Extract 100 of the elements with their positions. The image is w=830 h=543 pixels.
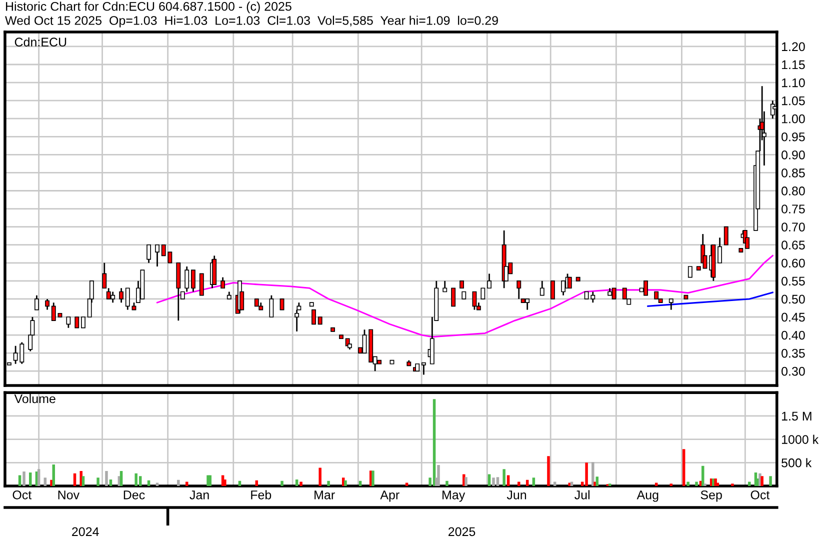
bar — [686, 482, 690, 486]
candlestick — [146, 244, 152, 264]
candlestick — [451, 288, 456, 307]
candlestick — [102, 262, 107, 289]
candlestick — [280, 298, 284, 310]
x2-tick-label: 2024 — [72, 527, 99, 536]
x-tick-label: Nov — [58, 490, 80, 500]
x-tick-label: Apr — [380, 490, 400, 502]
y-tick-label: 0.65 — [782, 240, 805, 250]
y-tick-label: 0.35 — [782, 348, 805, 358]
chart-subtitle: Wed Oct 15 2025 Op=1.03 Hi=1.03 Lo=1.03 Cl=1.03 Vol=5,585 Year hi=1.09 lo=0.29 — [5, 16, 498, 28]
bar — [80, 471, 82, 486]
candlestick — [51, 302, 56, 322]
y-tick-label: 1.00 — [782, 114, 805, 124]
bar — [405, 482, 408, 486]
bar — [105, 471, 108, 486]
bar — [547, 456, 550, 486]
x-tick-label: Feb — [251, 490, 272, 500]
bar — [760, 476, 764, 486]
bar — [318, 468, 322, 486]
y-tick-label: 0.95 — [782, 132, 805, 142]
candlestick — [612, 288, 616, 300]
candlestick — [487, 273, 492, 289]
y-tick-label: 1.15 — [782, 60, 805, 70]
line-series — [647, 292, 774, 307]
y-tick-label: 0.50 — [782, 294, 805, 304]
bar — [300, 482, 302, 486]
bar — [22, 472, 26, 486]
candlestick — [269, 294, 274, 318]
candlestick — [516, 280, 522, 300]
candlestick — [362, 328, 367, 354]
bar — [716, 482, 720, 486]
candlestick — [550, 280, 555, 300]
bar — [280, 480, 284, 486]
x-tick-label: Oct — [12, 490, 32, 500]
candlestick — [184, 266, 190, 292]
y-tick-label: 0.60 — [782, 258, 805, 268]
candlestick — [312, 309, 316, 325]
y-tick-label: 0.45 — [782, 312, 805, 322]
x-tick-label: Dec — [124, 490, 145, 500]
x-tick-label: Jan — [190, 490, 209, 500]
bar — [82, 476, 85, 486]
y-tick-label: 0.30 — [782, 366, 805, 376]
bar — [327, 480, 330, 486]
bar — [156, 482, 159, 486]
y-tick-label: 0.85 — [782, 168, 805, 178]
candlestick — [540, 280, 544, 296]
bar — [526, 480, 529, 486]
y-tick-label: 0.40 — [782, 330, 805, 340]
x-tick-label: Sep — [700, 490, 722, 502]
candlestick — [421, 362, 426, 376]
candlestick — [724, 226, 728, 246]
bar — [464, 477, 468, 486]
x-tick-label: Jul — [574, 490, 590, 500]
bar — [585, 462, 588, 486]
candlestick — [294, 309, 300, 332]
bar — [502, 469, 506, 486]
candlestick — [644, 280, 648, 296]
x-tick-label: Aug — [636, 490, 658, 502]
y-tick-label: 0.70 — [782, 222, 805, 232]
bar — [592, 462, 594, 486]
bar — [37, 469, 40, 486]
candlestick — [74, 316, 80, 328]
candlestick — [190, 269, 196, 292]
y-tick-label: 0.55 — [782, 276, 805, 286]
bar — [532, 478, 536, 486]
bar — [506, 475, 510, 486]
y-tick-label: 0.80 — [782, 186, 805, 196]
candlestick — [66, 316, 71, 329]
bar — [596, 476, 598, 486]
candlestick — [442, 280, 448, 292]
candlestick — [220, 276, 226, 289]
candlestick — [199, 273, 204, 296]
bar — [138, 476, 142, 486]
bar — [437, 464, 440, 486]
bar — [73, 473, 76, 486]
bar — [52, 464, 55, 486]
y-tick-label: 1.05 — [782, 96, 805, 106]
bar — [224, 479, 226, 486]
candlestick — [525, 298, 530, 310]
candlestick — [81, 316, 86, 328]
bar — [96, 478, 100, 486]
y-tick-label: 1000 k — [782, 434, 819, 444]
candlestick — [668, 298, 674, 310]
x-tick-label: Mar — [314, 490, 335, 500]
y-tick-label: 0.75 — [782, 204, 805, 214]
bar — [446, 480, 448, 486]
candlestick — [567, 276, 572, 289]
bar — [769, 476, 772, 486]
y-tick-label: 1.10 — [782, 78, 805, 88]
bar — [748, 482, 751, 486]
bar — [496, 477, 500, 486]
bar — [134, 473, 138, 486]
candlestick — [110, 291, 116, 304]
bar — [28, 472, 32, 486]
bar — [120, 471, 123, 486]
bar — [492, 478, 495, 486]
x-tick-label: May — [442, 490, 466, 502]
bar — [682, 449, 686, 486]
candlestick — [718, 236, 722, 264]
